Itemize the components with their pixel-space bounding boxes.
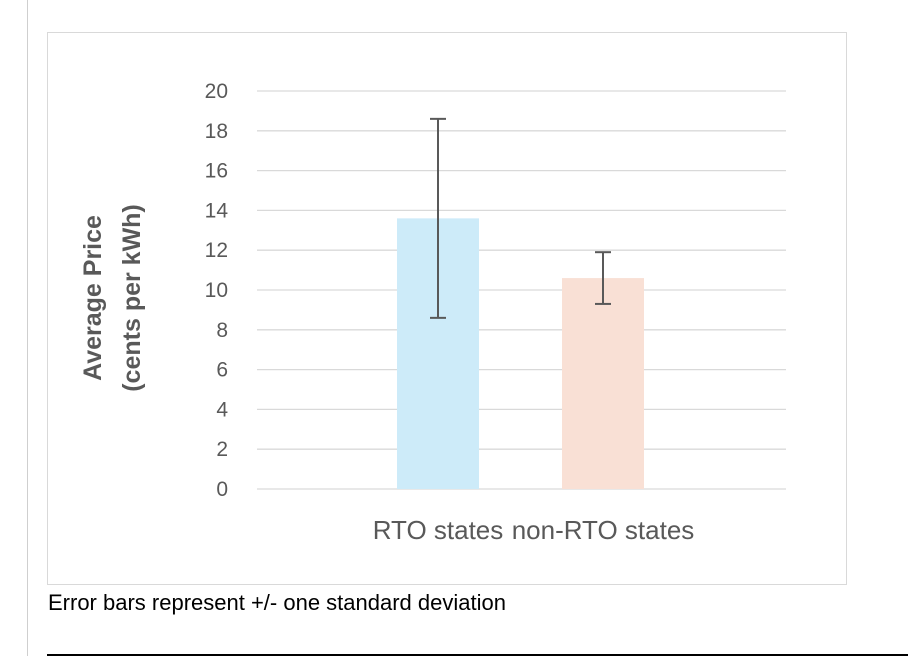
y-tick-label-2: 2 <box>216 438 228 461</box>
bars <box>397 218 644 490</box>
page-left-border <box>27 0 28 656</box>
y-tick-label-16: 16 <box>205 160 228 183</box>
y-tick-label-8: 8 <box>216 319 228 342</box>
error-bars <box>430 117 611 319</box>
y-tick-label-14: 14 <box>205 199 229 222</box>
y-tick-label-6: 6 <box>216 359 228 382</box>
x-axis-categories: RTO states non-RTO states <box>373 515 695 545</box>
y-axis-ticks: 0 2 4 6 8 10 12 14 16 18 20 <box>205 80 229 501</box>
y-tick-label-4: 4 <box>216 398 228 421</box>
bottom-rule <box>47 654 908 656</box>
y-tick-label-0: 0 <box>216 478 228 501</box>
y-axis-title-line-1: Average Price <box>79 215 107 381</box>
gridlines <box>257 90 786 490</box>
chart-frame: 0 2 4 6 8 10 12 14 16 18 20 RTO states non-RTO stat… <box>47 32 847 585</box>
y-tick-label-18: 18 <box>205 120 228 143</box>
chart-caption: Error bars represent +/- one standard de… <box>48 590 506 615</box>
bar-2 <box>562 278 644 489</box>
y-axis-title-line-2: (cents per kWh) <box>118 204 146 392</box>
x-category-label-2: non-RTO states <box>512 515 695 545</box>
x-category-label-1: RTO states <box>373 515 504 545</box>
y-tick-label-12: 12 <box>205 239 228 262</box>
y-axis-title: Average Price (cents per kWh) <box>79 204 146 392</box>
y-tick-label-20: 20 <box>205 80 228 103</box>
chart-svg: 0 2 4 6 8 10 12 14 16 18 20 RTO states non-RTO stat… <box>79 80 786 545</box>
y-tick-label-10: 10 <box>205 279 228 302</box>
